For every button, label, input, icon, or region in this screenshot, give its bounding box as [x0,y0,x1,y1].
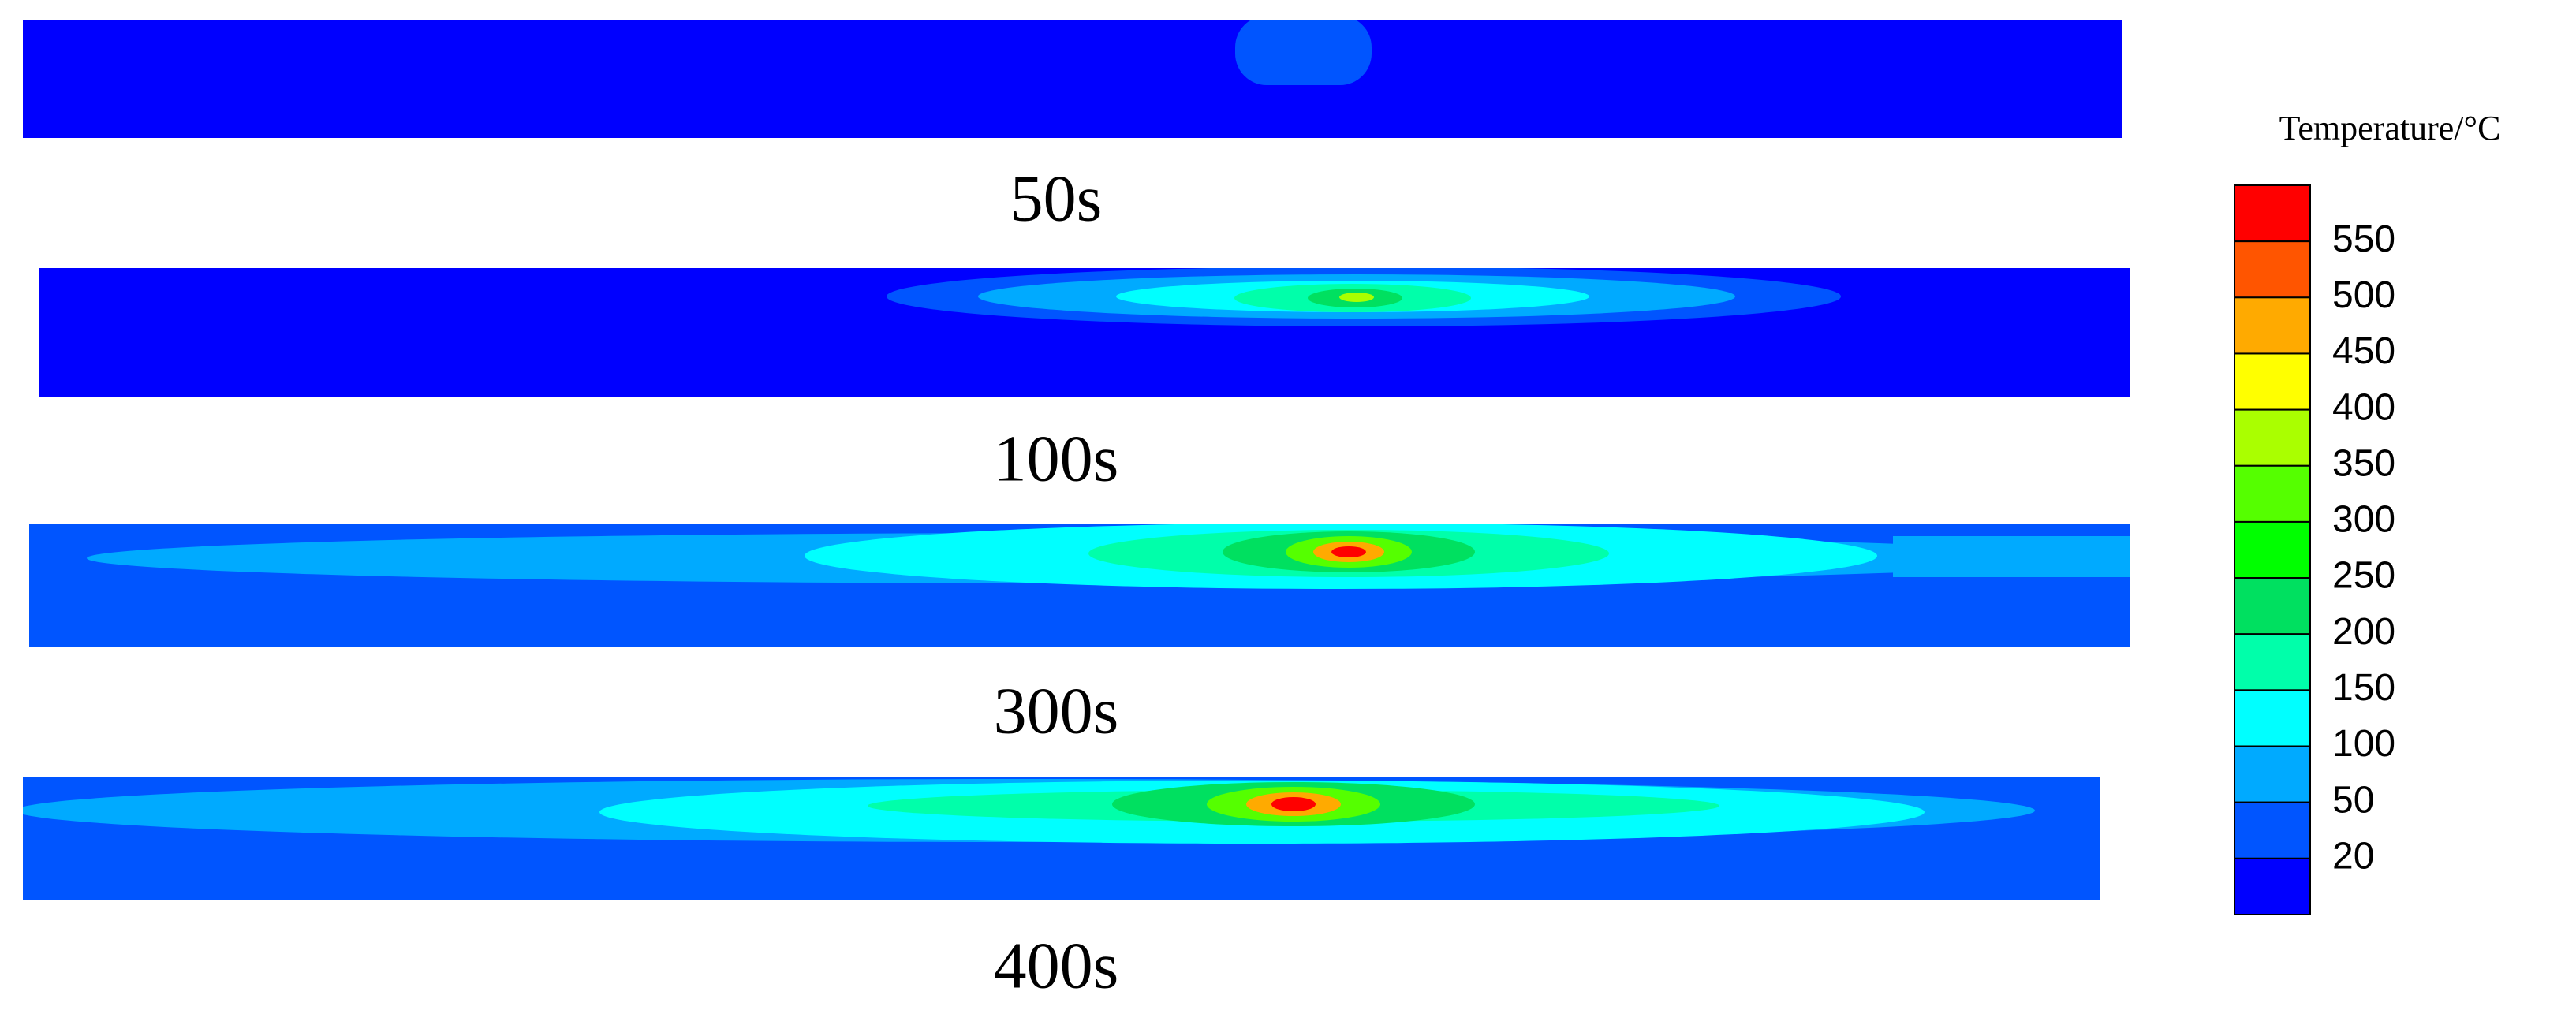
colorbar-tick-label: 100 [2332,723,2395,765]
colorbar-tick-label: 350 [2332,442,2395,484]
colorbar-tick-label: 450 [2332,330,2395,372]
colorbar-tick-label: 300 [2332,499,2395,541]
panel-label: 400s [994,929,1119,1002]
colorbar-band [2234,520,2311,579]
colorbar-tick-label: 150 [2332,667,2395,709]
colorbar-tick-label: 550 [2332,218,2395,260]
colorbar-tick-label: 500 [2332,274,2395,316]
panel-label: 300s [994,674,1119,747]
contour-300s [29,524,2130,647]
colorbar-tick-label: 20 [2332,836,2374,878]
colorbar-title: Temperature/°C [2279,109,2501,147]
contour-100s [39,268,2130,397]
colorbar: 550 500 450 400 350 300 250 200 150 100 50 20 [2234,184,2395,916]
colorbar-band [2234,464,2311,523]
colorbar-band [2234,689,2311,747]
colorbar-band [2234,184,2311,243]
contour-400s [23,777,2100,900]
colorbar-tick-label: 200 [2332,611,2395,653]
colorbar-band [2234,408,2311,467]
colorbar-tick-label: 50 [2332,779,2374,821]
colorbar-band [2234,296,2311,355]
colorbar-band [2234,240,2311,299]
colorbar-band [2234,577,2311,635]
colorbar-band [2234,745,2311,803]
colorbar-band [2234,352,2311,411]
panel-label: 50s [1010,162,1103,235]
contour-50s [23,20,2122,138]
colorbar-band [2234,633,2311,691]
colorbar-tick-label: 250 [2332,555,2395,597]
colorbar-band [2234,857,2311,916]
panel-label: 100s [994,422,1119,495]
colorbar-tick-label: 400 [2332,386,2395,428]
colorbar-band [2234,801,2311,859]
